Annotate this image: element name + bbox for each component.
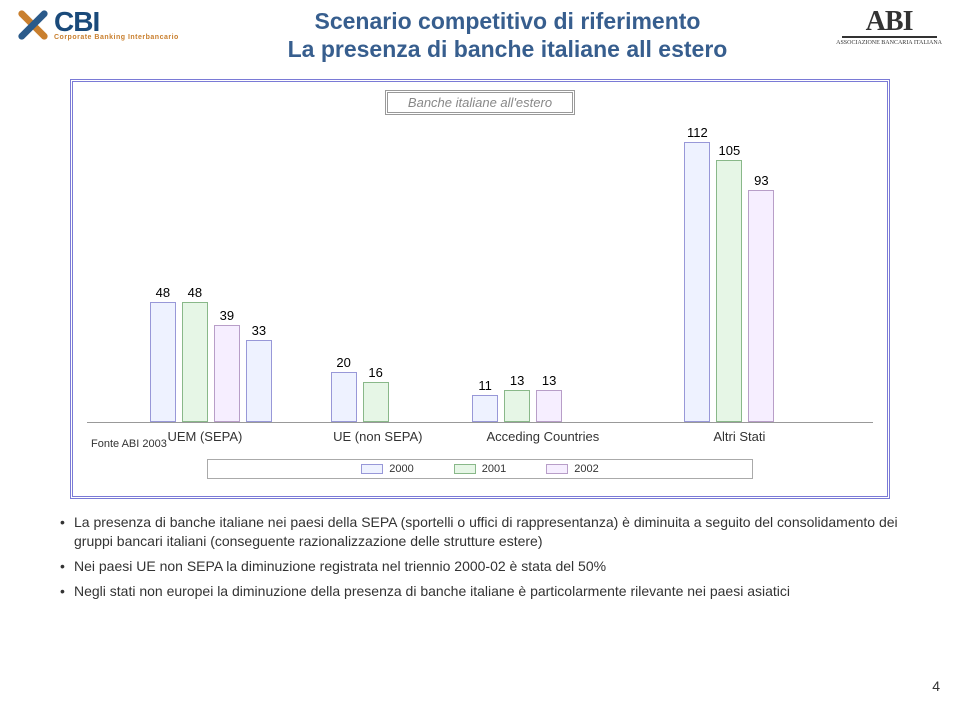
bar: 13 xyxy=(536,373,562,423)
title-line-1: Scenario competitivo di riferimento xyxy=(187,8,828,36)
bullet-item: Negli stati non europei la diminuzione d… xyxy=(60,582,900,601)
cbi-icon xyxy=(18,10,48,40)
bar: 112 xyxy=(684,125,710,422)
legend-label: 2001 xyxy=(482,463,506,475)
header: CBI Corporate Banking Interbancario Scen… xyxy=(0,0,960,63)
chart-title: Banche italiane all'estero Banche italia… xyxy=(385,90,575,115)
legend-label: 2002 xyxy=(574,463,598,475)
bar-value-label: 112 xyxy=(687,125,708,140)
bar: 48 xyxy=(150,285,176,422)
bar: 93 xyxy=(748,173,774,423)
bullet-list: La presenza di banche italiane nei paesi… xyxy=(60,513,900,601)
legend-swatch xyxy=(454,464,476,474)
x-axis-label: Altri Stati xyxy=(713,429,765,444)
bar-value-label: 39 xyxy=(220,308,234,323)
title-block: Scenario competitivo di riferimento La p… xyxy=(179,8,836,63)
bar-value-label: 13 xyxy=(510,373,524,388)
bar: 13 xyxy=(504,373,530,423)
legend: 2000 2001 2002 xyxy=(207,459,753,479)
bar: 39 xyxy=(214,308,240,423)
cbi-sub-text: Corporate Banking Interbancario xyxy=(54,34,179,41)
legend-swatch xyxy=(361,464,383,474)
bar-value-label: 11 xyxy=(478,378,492,393)
page-number: 4 xyxy=(932,678,940,694)
cbi-logo: CBI Corporate Banking Interbancario xyxy=(18,8,179,41)
chart-source: Fonte ABI 2003 xyxy=(91,438,167,450)
x-axis-label: UE (non SEPA) xyxy=(333,429,422,444)
legend-item: 2001 xyxy=(454,463,506,475)
x-axis-label: Acceding Countries xyxy=(487,429,600,444)
abi-logo: ABI ASSOCIAZIONE BANCARIA ITALIANA xyxy=(836,8,942,46)
bullet-item: La presenza di banche italiane nei paesi… xyxy=(60,513,900,551)
bar-value-label: 13 xyxy=(542,373,556,388)
bar: 33 xyxy=(246,323,272,423)
bar-value-label: 48 xyxy=(188,285,202,300)
plot-area: 48 48 39 33 20 16 11 13 13 112 105 93 xyxy=(87,123,873,423)
x-axis-labels: UEM (SEPA) UE (non SEPA) Acceding Countrie… xyxy=(87,429,873,447)
cbi-main-text: CBI xyxy=(54,8,179,36)
legend-item: 2000 xyxy=(361,463,413,475)
bar-value-label: 33 xyxy=(252,323,266,338)
bar: 20 xyxy=(331,355,357,422)
bar: 48 xyxy=(182,285,208,422)
title-line-2: La presenza di banche italiane all ester… xyxy=(187,36,828,64)
chart-container: Banche italiane all'estero Banche italia… xyxy=(70,79,890,499)
x-axis-label: UEM (SEPA) xyxy=(167,429,242,444)
abi-main-text: ABI xyxy=(866,8,913,36)
bullet-item: Nei paesi UE non SEPA la diminuzione reg… xyxy=(60,557,900,576)
bar-value-label: 93 xyxy=(754,173,768,188)
legend-label: 2000 xyxy=(389,463,413,475)
bar: 11 xyxy=(472,378,498,423)
bar: 16 xyxy=(363,365,389,422)
legend-item: 2002 xyxy=(546,463,598,475)
abi-sub-text: ASSOCIAZIONE BANCARIA ITALIANA xyxy=(836,40,942,46)
legend-swatch xyxy=(546,464,568,474)
bar-value-label: 105 xyxy=(719,143,741,158)
bar-value-label: 48 xyxy=(156,285,170,300)
bar: 105 xyxy=(716,143,742,423)
bar-value-label: 20 xyxy=(336,355,350,370)
bar-value-label: 16 xyxy=(368,365,382,380)
